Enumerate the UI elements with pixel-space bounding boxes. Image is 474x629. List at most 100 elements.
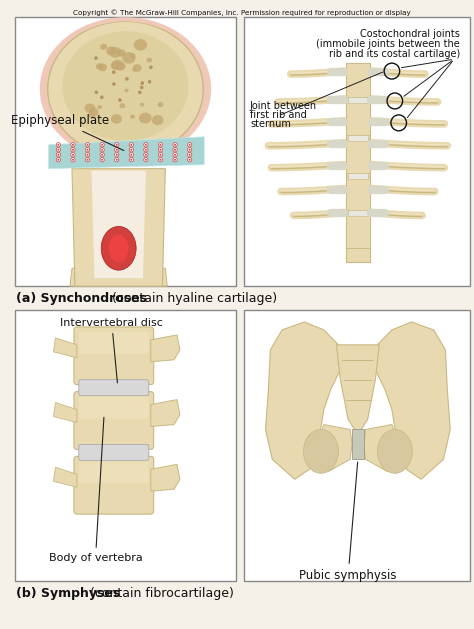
Ellipse shape	[110, 62, 120, 70]
Circle shape	[158, 152, 163, 157]
Circle shape	[174, 144, 176, 146]
Circle shape	[144, 152, 148, 157]
Ellipse shape	[117, 49, 126, 57]
Circle shape	[85, 157, 90, 162]
Circle shape	[115, 143, 119, 147]
Text: sternum: sternum	[250, 119, 291, 129]
Circle shape	[129, 148, 134, 152]
Circle shape	[188, 157, 192, 162]
Ellipse shape	[100, 44, 107, 50]
FancyBboxPatch shape	[79, 332, 149, 354]
Ellipse shape	[84, 103, 95, 113]
Bar	[346, 139, 370, 172]
Circle shape	[158, 143, 163, 147]
Bar	[15, 310, 237, 581]
Bar	[348, 172, 368, 179]
Circle shape	[71, 157, 75, 162]
Circle shape	[130, 148, 132, 151]
Circle shape	[160, 153, 162, 156]
Text: (contain fibrocartilage): (contain fibrocartilage)	[86, 587, 234, 600]
Circle shape	[85, 143, 90, 147]
Ellipse shape	[48, 21, 203, 157]
Circle shape	[188, 152, 192, 157]
Circle shape	[173, 148, 177, 152]
Polygon shape	[265, 322, 340, 479]
Circle shape	[57, 148, 59, 151]
Ellipse shape	[139, 113, 152, 123]
FancyBboxPatch shape	[79, 380, 149, 396]
Circle shape	[116, 144, 118, 146]
Circle shape	[115, 157, 119, 162]
Circle shape	[145, 148, 147, 151]
Text: Epiphyseal plate: Epiphyseal plate	[11, 114, 124, 150]
Circle shape	[144, 157, 148, 162]
Circle shape	[144, 148, 148, 152]
Circle shape	[149, 66, 152, 69]
Circle shape	[148, 81, 151, 83]
Bar	[346, 101, 370, 135]
Circle shape	[126, 77, 128, 81]
Ellipse shape	[133, 64, 142, 72]
Circle shape	[129, 143, 134, 147]
Circle shape	[116, 153, 118, 156]
FancyBboxPatch shape	[79, 397, 149, 418]
Polygon shape	[54, 338, 77, 358]
Circle shape	[72, 148, 74, 151]
Polygon shape	[151, 335, 180, 362]
Circle shape	[188, 143, 192, 147]
Circle shape	[56, 143, 61, 147]
Circle shape	[173, 152, 177, 157]
Circle shape	[138, 91, 141, 94]
Circle shape	[130, 159, 132, 160]
Ellipse shape	[97, 105, 102, 109]
Polygon shape	[309, 425, 352, 471]
Circle shape	[95, 91, 98, 94]
Text: Costochondral joints: Costochondral joints	[360, 30, 460, 39]
Bar	[348, 135, 368, 141]
Circle shape	[100, 157, 104, 162]
Circle shape	[129, 152, 134, 157]
Ellipse shape	[109, 47, 121, 58]
Circle shape	[87, 153, 89, 156]
Ellipse shape	[124, 89, 128, 92]
Bar	[346, 63, 370, 97]
Circle shape	[71, 143, 75, 147]
Text: Pubic symphysis: Pubic symphysis	[300, 462, 397, 582]
Circle shape	[189, 148, 191, 151]
Circle shape	[112, 82, 115, 86]
Circle shape	[189, 144, 191, 146]
Ellipse shape	[132, 67, 137, 72]
Circle shape	[100, 152, 104, 157]
Ellipse shape	[89, 108, 99, 116]
Text: (b) Symphyses: (b) Symphyses	[16, 587, 120, 600]
Ellipse shape	[98, 64, 107, 71]
Ellipse shape	[134, 39, 147, 51]
Circle shape	[140, 86, 143, 89]
Ellipse shape	[111, 60, 123, 70]
Text: (immobile joints between the: (immobile joints between the	[316, 39, 460, 49]
Bar	[346, 63, 370, 262]
Circle shape	[71, 148, 75, 152]
Text: first rib and: first rib and	[250, 110, 307, 120]
Circle shape	[87, 159, 89, 160]
Circle shape	[87, 144, 89, 146]
Text: Intervertebral disc: Intervertebral disc	[60, 318, 163, 383]
Text: (a) Synchondroses: (a) Synchondroses	[16, 292, 146, 305]
Ellipse shape	[122, 52, 136, 64]
Circle shape	[158, 157, 163, 162]
Circle shape	[56, 152, 61, 157]
Circle shape	[160, 144, 162, 146]
Circle shape	[100, 148, 104, 152]
Circle shape	[101, 159, 103, 160]
Ellipse shape	[157, 102, 164, 107]
Circle shape	[145, 144, 147, 146]
Ellipse shape	[303, 430, 338, 473]
Circle shape	[85, 152, 90, 157]
Ellipse shape	[152, 115, 164, 125]
Polygon shape	[54, 467, 77, 487]
FancyBboxPatch shape	[79, 461, 149, 483]
Circle shape	[173, 143, 177, 147]
Circle shape	[56, 148, 61, 152]
Ellipse shape	[96, 64, 103, 70]
Text: rib and its costal cartilage): rib and its costal cartilage)	[329, 49, 460, 59]
